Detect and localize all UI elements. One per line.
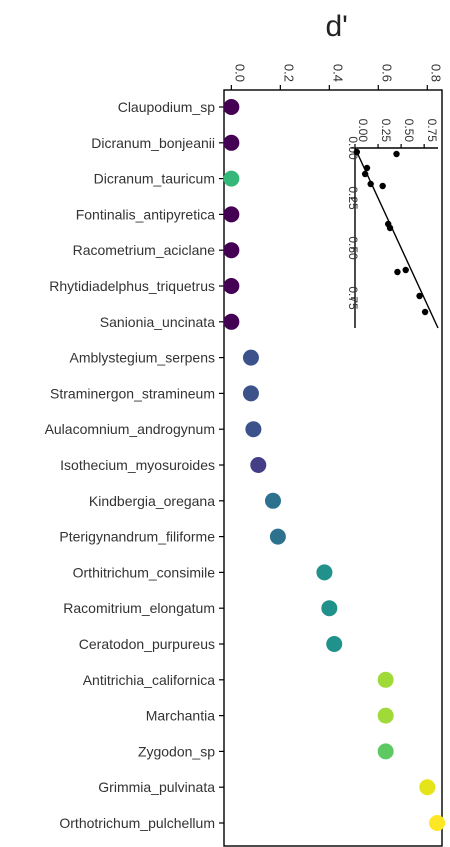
category-label-claupodium-sp: Claupodium_sp	[118, 99, 215, 115]
inset-x-tick-label-0-00: 0.00	[356, 119, 370, 143]
inset-y-tick-label-0-50: 0.50	[346, 236, 360, 260]
point-straminergon-stramineum	[242, 385, 259, 402]
point-zygodon-sp	[377, 743, 394, 760]
inset-point-9	[394, 268, 401, 276]
inset-point-6	[379, 182, 386, 190]
inset-point-4	[361, 170, 369, 178]
point-isothecium-myosuroides	[250, 457, 267, 473]
category-label-racometrium-aciclane: Racometrium_aciclane	[73, 242, 216, 258]
point-kindbergia-oregana	[264, 492, 281, 509]
x-tick-label-0-2: 0.2	[281, 64, 296, 82]
point-orthotrichum-pulchellum	[429, 815, 446, 831]
main-axes	[223, 89, 443, 847]
category-label-isothecium-myosuroides: Isothecium_myosuroides	[60, 457, 215, 473]
inset-x-ticks: 0.00 0.25 0.50 0.75	[354, 119, 439, 148]
category-label-racomitrium-elongatum: Racomitrium_elongatum	[63, 600, 215, 616]
category-label-marchantia: Marchantia	[146, 708, 215, 724]
inset-x-tick-label-0-25: 0.25	[379, 119, 393, 143]
category-label-dicranum-bonjeanii: Dicranum_bonjeanii	[91, 135, 215, 151]
x-axis-ticks: 0.0 0.2 0.4 0.6 0.8	[230, 64, 443, 90]
point-antitrichia-californica	[377, 671, 394, 688]
point-dicranum-tauricum	[223, 170, 240, 187]
category-labels: Claupodium_sp Dicranum_bonjeanii Dicranum_…	[45, 99, 224, 831]
x-tick-label-0-4: 0.4	[330, 64, 345, 82]
inset-points	[353, 148, 429, 316]
point-racometrium-aciclane	[223, 242, 240, 259]
inset-point-12	[421, 308, 429, 316]
category-label-pterigynandrum-filiforme: Pterigynandrum_filiforme	[59, 529, 215, 545]
inset-trend-line	[354, 147, 439, 329]
point-orthitrichum-consimile	[316, 564, 333, 581]
category-label-rhytidiadelphus-triquetrus: Rhytidiadelphus_triquetrus	[49, 278, 215, 294]
category-label-amblystegium-serpens: Amblystegium_serpens	[69, 350, 215, 366]
inset-y-tick-label-0-75: 0.75	[346, 286, 360, 310]
inset-x-tick-label-0-50: 0.50	[402, 119, 416, 143]
category-label-kindbergia-oregana: Kindbergia_oregana	[89, 493, 215, 509]
inset-y-ticks: 0.00 0.25 0.50 0.75	[346, 136, 360, 310]
inset-point-2	[393, 150, 400, 158]
point-fontinalis-antipyretica	[223, 206, 240, 223]
point-pterigynandrum-filiforme	[269, 528, 286, 545]
inset-point-1	[353, 148, 361, 156]
inset-point-3	[363, 164, 371, 172]
inset-point-10	[402, 266, 409, 274]
point-amblystegium-serpens	[242, 349, 259, 366]
inset-x-tick-label-0-75: 0.75	[425, 119, 439, 143]
point-claupodium-sp	[223, 99, 240, 115]
x-tick-label-0-6: 0.6	[379, 64, 394, 82]
inset-point-11	[416, 292, 423, 300]
category-label-aulacomnium-androgynum: Aulacomnium_androgynum	[45, 421, 215, 437]
x-tick-label-0-8: 0.8	[428, 64, 443, 82]
category-label-fontinalis-antipyretica: Fontinalis_antipyretica	[76, 206, 216, 222]
inset-scatter: 0.00 0.25 0.50 0.75 0.00 0.25 0.50 0.75	[346, 119, 439, 329]
category-label-ceratodon-purpureus: Ceratodon_purpureus	[79, 636, 215, 652]
inset-y-tick-label-0-25: 0.25	[346, 186, 360, 210]
category-label-zygodon-sp: Zygodon_sp	[138, 743, 215, 759]
inset-y-tick-label-0-00: 0.00	[346, 136, 360, 160]
point-racomitrium-elongatum	[321, 600, 338, 617]
point-grimmia-pulvinata	[419, 779, 436, 796]
inset-point-5	[367, 180, 374, 188]
point-ceratodon-purpureus	[326, 636, 343, 652]
x-tick-label-0-0: 0.0	[232, 64, 247, 82]
point-rhytidiadelphus-triquetrus	[223, 278, 240, 294]
data-points	[223, 99, 446, 831]
point-sanionia-uncinata	[223, 313, 240, 330]
category-label-straminergon-stramineum: Straminergon_stramineum	[50, 385, 215, 401]
category-label-dicranum-tauricum: Dicranum_tauricum	[94, 171, 215, 187]
category-label-orthitrichum-consimile: Orthitrichum_consimile	[73, 564, 216, 580]
point-aulacomnium-androgynum	[245, 421, 262, 438]
category-label-sanionia-uncinata: Sanionia_uncinata	[100, 314, 215, 330]
category-label-orthotrichum-pulchellum: Orthotrichum_pulchellum	[59, 815, 215, 831]
point-dicranum-bonjeanii	[223, 134, 240, 151]
category-label-grimmia-pulvinata: Grimmia_pulvinata	[98, 779, 215, 795]
category-label-antitrichia-californica: Antitrichia_californica	[83, 672, 215, 688]
inset-point-8	[386, 224, 394, 232]
point-marchantia	[377, 707, 394, 724]
plot-panel-border	[223, 89, 443, 847]
x-axis-title: d'	[325, 10, 347, 43]
